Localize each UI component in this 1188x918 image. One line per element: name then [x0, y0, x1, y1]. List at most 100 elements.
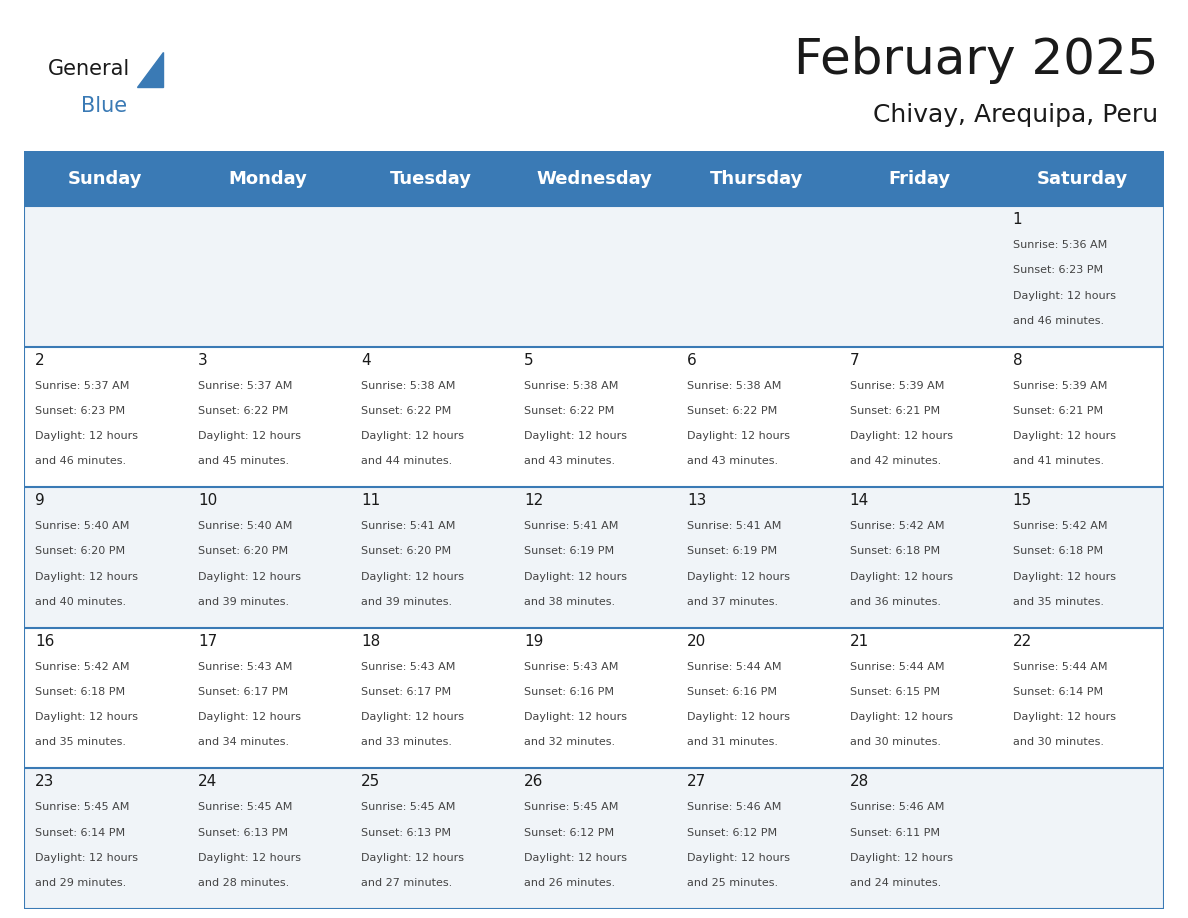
Text: 20: 20 [687, 633, 706, 649]
Text: Daylight: 12 hours: Daylight: 12 hours [687, 712, 790, 722]
Bar [349, 487, 512, 628]
Text: 3: 3 [198, 353, 208, 367]
Bar [839, 628, 1001, 768]
Bar [24, 628, 187, 768]
Text: Sunset: 6:22 PM: Sunset: 6:22 PM [361, 406, 451, 416]
Text: Sunrise: 5:39 AM: Sunrise: 5:39 AM [849, 381, 944, 391]
Text: and 44 minutes.: and 44 minutes. [361, 456, 453, 466]
Text: 17: 17 [198, 633, 217, 649]
Bar [24, 768, 187, 909]
Text: Daylight: 12 hours: Daylight: 12 hours [36, 431, 138, 442]
Text: Sunset: 6:17 PM: Sunset: 6:17 PM [198, 687, 289, 697]
Text: 23: 23 [36, 774, 55, 789]
Text: Daylight: 12 hours: Daylight: 12 hours [849, 853, 953, 863]
Text: Sunrise: 5:46 AM: Sunrise: 5:46 AM [849, 802, 944, 812]
Text: and 45 minutes.: and 45 minutes. [198, 456, 289, 466]
Text: Sunrise: 5:43 AM: Sunrise: 5:43 AM [524, 662, 618, 672]
Text: Chivay, Arequipa, Peru: Chivay, Arequipa, Peru [873, 103, 1158, 127]
Text: Wednesday: Wednesday [536, 170, 652, 188]
Text: Sunset: 6:14 PM: Sunset: 6:14 PM [36, 828, 125, 837]
Text: Sunset: 6:17 PM: Sunset: 6:17 PM [361, 687, 451, 697]
Text: Sunrise: 5:45 AM: Sunrise: 5:45 AM [36, 802, 129, 812]
Bar [24, 151, 187, 206]
Text: and 32 minutes.: and 32 minutes. [524, 737, 615, 747]
Text: Sunset: 6:19 PM: Sunset: 6:19 PM [687, 546, 777, 556]
Text: 14: 14 [849, 493, 870, 509]
Text: and 41 minutes.: and 41 minutes. [1012, 456, 1104, 466]
Text: Sunrise: 5:39 AM: Sunrise: 5:39 AM [1012, 381, 1107, 391]
Bar [187, 628, 349, 768]
Text: Daylight: 12 hours: Daylight: 12 hours [1012, 431, 1116, 442]
Text: 5: 5 [524, 353, 533, 367]
Text: Sunset: 6:23 PM: Sunset: 6:23 PM [1012, 265, 1102, 275]
Text: Daylight: 12 hours: Daylight: 12 hours [36, 853, 138, 863]
Text: Sunset: 6:16 PM: Sunset: 6:16 PM [524, 687, 614, 697]
Text: Sunset: 6:15 PM: Sunset: 6:15 PM [849, 687, 940, 697]
Text: Sunset: 6:20 PM: Sunset: 6:20 PM [198, 546, 289, 556]
Text: Sunrise: 5:43 AM: Sunrise: 5:43 AM [361, 662, 455, 672]
Text: Daylight: 12 hours: Daylight: 12 hours [524, 712, 627, 722]
Text: Friday: Friday [889, 170, 950, 188]
Text: 16: 16 [36, 633, 55, 649]
Text: and 38 minutes.: and 38 minutes. [524, 597, 615, 607]
Text: Sunrise: 5:45 AM: Sunrise: 5:45 AM [361, 802, 455, 812]
Bar [187, 768, 349, 909]
Text: Daylight: 12 hours: Daylight: 12 hours [524, 853, 627, 863]
Text: 25: 25 [361, 774, 380, 789]
Text: Sunrise: 5:38 AM: Sunrise: 5:38 AM [361, 381, 455, 391]
Text: Sunrise: 5:42 AM: Sunrise: 5:42 AM [1012, 521, 1107, 532]
Text: Sunrise: 5:45 AM: Sunrise: 5:45 AM [198, 802, 292, 812]
Text: Sunrise: 5:41 AM: Sunrise: 5:41 AM [687, 521, 782, 532]
Text: 27: 27 [687, 774, 706, 789]
Text: and 46 minutes.: and 46 minutes. [36, 456, 126, 466]
Text: Sunset: 6:20 PM: Sunset: 6:20 PM [36, 546, 125, 556]
Text: and 39 minutes.: and 39 minutes. [361, 597, 453, 607]
Bar [839, 206, 1001, 347]
Text: Thursday: Thursday [710, 170, 803, 188]
Text: Sunrise: 5:42 AM: Sunrise: 5:42 AM [36, 662, 129, 672]
Text: Sunrise: 5:40 AM: Sunrise: 5:40 AM [198, 521, 292, 532]
Bar [349, 347, 512, 487]
Text: Daylight: 12 hours: Daylight: 12 hours [687, 853, 790, 863]
Bar [187, 487, 349, 628]
Text: Sunrise: 5:38 AM: Sunrise: 5:38 AM [524, 381, 618, 391]
Text: Daylight: 12 hours: Daylight: 12 hours [687, 572, 790, 582]
Text: and 35 minutes.: and 35 minutes. [1012, 597, 1104, 607]
Text: 2: 2 [36, 353, 45, 367]
Text: 12: 12 [524, 493, 543, 509]
Bar [676, 347, 839, 487]
Text: Sunset: 6:12 PM: Sunset: 6:12 PM [687, 828, 777, 837]
Bar [24, 347, 187, 487]
Text: Sunset: 6:22 PM: Sunset: 6:22 PM [198, 406, 289, 416]
Bar [1001, 347, 1164, 487]
Text: and 30 minutes.: and 30 minutes. [1012, 737, 1104, 747]
Text: Daylight: 12 hours: Daylight: 12 hours [198, 853, 301, 863]
Text: Sunrise: 5:44 AM: Sunrise: 5:44 AM [687, 662, 782, 672]
Text: Daylight: 12 hours: Daylight: 12 hours [36, 712, 138, 722]
Text: and 43 minutes.: and 43 minutes. [687, 456, 778, 466]
Bar [512, 206, 676, 347]
Text: and 34 minutes.: and 34 minutes. [198, 737, 289, 747]
Text: Daylight: 12 hours: Daylight: 12 hours [1012, 572, 1116, 582]
Bar [1001, 151, 1164, 206]
Text: and 39 minutes.: and 39 minutes. [198, 597, 289, 607]
Text: 13: 13 [687, 493, 706, 509]
Text: and 31 minutes.: and 31 minutes. [687, 737, 778, 747]
Text: General: General [48, 59, 129, 79]
Text: Daylight: 12 hours: Daylight: 12 hours [849, 431, 953, 442]
Text: Daylight: 12 hours: Daylight: 12 hours [361, 572, 465, 582]
Text: Sunset: 6:20 PM: Sunset: 6:20 PM [361, 546, 451, 556]
Text: Sunrise: 5:43 AM: Sunrise: 5:43 AM [198, 662, 292, 672]
Text: 26: 26 [524, 774, 543, 789]
Text: and 29 minutes.: and 29 minutes. [36, 878, 126, 888]
Text: Sunrise: 5:44 AM: Sunrise: 5:44 AM [849, 662, 944, 672]
Text: 8: 8 [1012, 353, 1023, 367]
Text: Sunset: 6:13 PM: Sunset: 6:13 PM [361, 828, 451, 837]
Text: 1: 1 [1012, 212, 1023, 227]
Bar [676, 628, 839, 768]
Text: Daylight: 12 hours: Daylight: 12 hours [198, 572, 301, 582]
Text: February 2025: February 2025 [794, 36, 1158, 84]
Text: and 36 minutes.: and 36 minutes. [849, 597, 941, 607]
Text: Sunrise: 5:40 AM: Sunrise: 5:40 AM [36, 521, 129, 532]
Bar [512, 151, 676, 206]
